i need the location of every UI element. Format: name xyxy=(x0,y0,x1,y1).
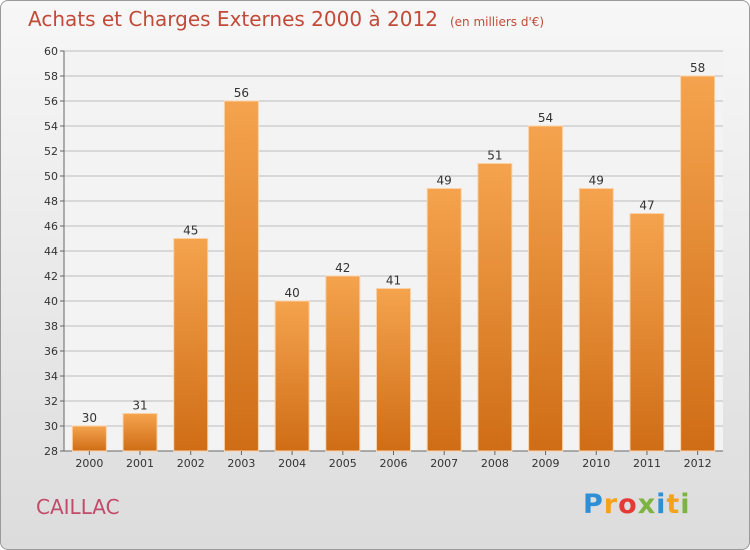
logo-letter: r xyxy=(603,489,619,520)
bar-value-label: 40 xyxy=(284,286,299,300)
bar xyxy=(629,213,665,452)
bar-value-label: 47 xyxy=(639,199,654,213)
y-tick-label: 38 xyxy=(44,320,58,333)
bar-value-label: 49 xyxy=(589,174,604,188)
bar xyxy=(173,238,209,452)
bar xyxy=(223,100,259,452)
y-tick-label: 42 xyxy=(44,270,58,283)
x-tick-label: 2002 xyxy=(177,457,205,470)
x-tick-label: 2000 xyxy=(75,457,103,470)
y-tick-label: 60 xyxy=(44,45,58,58)
y-tick-label: 56 xyxy=(44,95,58,108)
y-tick-label: 40 xyxy=(44,295,58,308)
x-tick-label: 2001 xyxy=(126,457,154,470)
logo-letter: i xyxy=(680,489,691,520)
y-tick-label: 58 xyxy=(44,70,58,83)
y-tick-label: 50 xyxy=(44,170,58,183)
x-tick-label: 2006 xyxy=(380,457,408,470)
bar xyxy=(274,300,310,452)
bar xyxy=(426,188,462,452)
y-tick-label: 36 xyxy=(44,345,58,358)
x-tick-label: 2011 xyxy=(633,457,661,470)
x-tick-label: 2003 xyxy=(227,457,255,470)
bar-value-label: 49 xyxy=(437,174,452,188)
bar-value-label: 51 xyxy=(487,149,502,163)
title-unit: (en milliers d'€) xyxy=(449,15,545,29)
bar xyxy=(122,413,158,452)
y-tick-label: 48 xyxy=(44,195,58,208)
y-tick-label: 46 xyxy=(44,220,58,233)
y-tick-label: 32 xyxy=(44,395,58,408)
commune-name: CAILLAC xyxy=(36,495,120,519)
y-tick-label: 54 xyxy=(44,120,58,133)
bar-value-label: 54 xyxy=(538,111,553,125)
x-tick-label: 2009 xyxy=(532,457,560,470)
x-tick-label: 2012 xyxy=(684,457,712,470)
x-tick-label: 2010 xyxy=(582,457,610,470)
logo-letter: x xyxy=(637,489,657,520)
chart-title: Achats et Charges Externes 2000 à 2012 (e… xyxy=(28,7,544,31)
y-tick-label: 28 xyxy=(44,445,58,458)
bar-value-label: 42 xyxy=(335,261,350,275)
bar xyxy=(477,163,513,452)
y-tick-label: 34 xyxy=(44,370,58,383)
title-text: Achats et Charges Externes 2000 à 2012 xyxy=(28,7,438,31)
bar-value-label: 41 xyxy=(386,274,401,288)
x-tick-label: 2008 xyxy=(481,457,509,470)
logo-letter: P xyxy=(583,489,604,520)
bar xyxy=(528,125,564,452)
bar xyxy=(578,188,614,452)
logo-letter: i xyxy=(656,489,667,520)
logo-letter: t xyxy=(666,489,681,520)
bar-value-label: 56 xyxy=(234,86,249,100)
bar xyxy=(680,75,716,452)
bar-value-label: 45 xyxy=(183,224,198,238)
bar-value-label: 30 xyxy=(82,411,97,425)
bar xyxy=(71,425,107,452)
logo-letter: o xyxy=(618,489,638,520)
y-tick-label: 52 xyxy=(44,145,58,158)
bar-value-label: 31 xyxy=(132,399,147,413)
proxiti-logo: Proxiti xyxy=(583,489,691,520)
x-tick-label: 2004 xyxy=(278,457,306,470)
x-tick-label: 2007 xyxy=(430,457,458,470)
bar xyxy=(376,288,411,452)
bar-value-label: 58 xyxy=(690,61,705,75)
bar xyxy=(325,275,361,452)
y-tick-label: 30 xyxy=(44,420,58,433)
y-tick-label: 44 xyxy=(44,245,58,258)
x-tick-label: 2005 xyxy=(329,457,357,470)
